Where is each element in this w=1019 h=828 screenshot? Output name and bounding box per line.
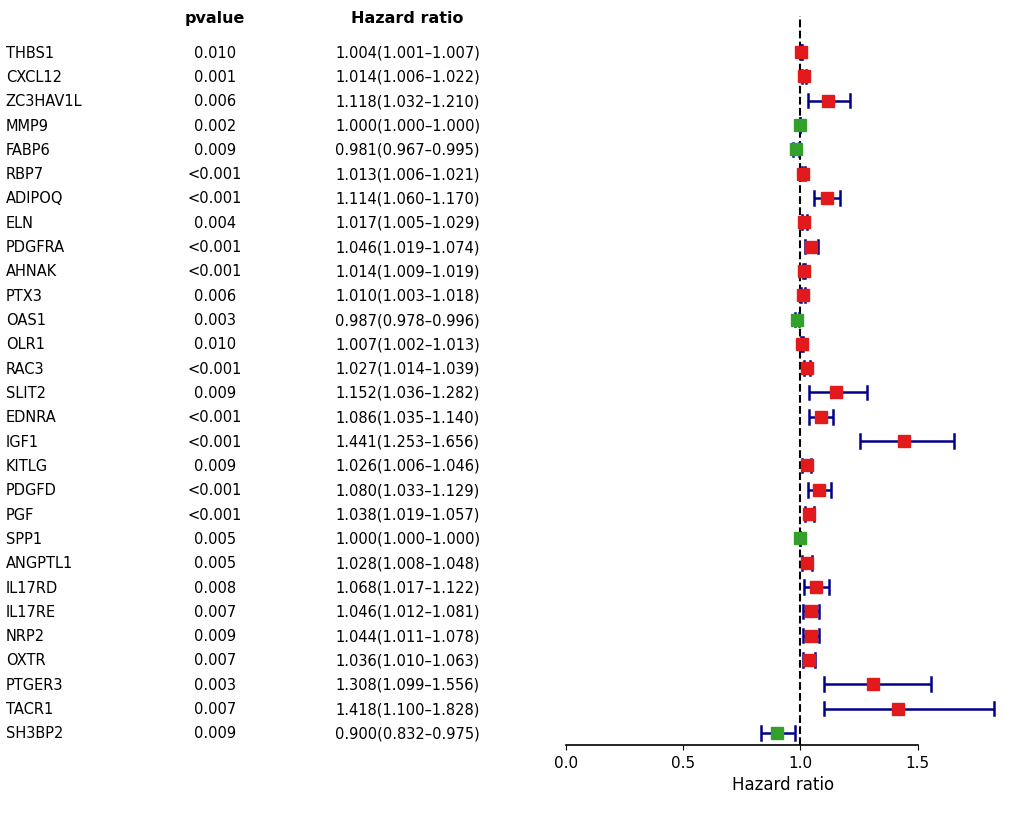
Text: 1.114(1.060–1.170): 1.114(1.060–1.170)	[335, 191, 479, 206]
Text: KITLG: KITLG	[6, 459, 48, 474]
Text: 0.007: 0.007	[194, 604, 236, 619]
Text: <0.001: <0.001	[187, 361, 243, 376]
Text: ADIPOQ: ADIPOQ	[6, 191, 63, 206]
Text: <0.001: <0.001	[187, 434, 243, 449]
Text: 0.009: 0.009	[194, 459, 236, 474]
Text: 0.009: 0.009	[194, 628, 236, 643]
Text: RAC3: RAC3	[6, 361, 44, 376]
Text: SPP1: SPP1	[6, 532, 42, 546]
Text: <0.001: <0.001	[187, 507, 243, 522]
Text: 1.080(1.033–1.129): 1.080(1.033–1.129)	[335, 483, 479, 498]
Text: PDGFRA: PDGFRA	[6, 240, 65, 255]
Text: THBS1: THBS1	[6, 46, 54, 60]
Text: IGF1: IGF1	[6, 434, 39, 449]
Text: ZC3HAV1L: ZC3HAV1L	[6, 94, 83, 109]
Text: 0.008: 0.008	[194, 580, 236, 595]
Text: 1.046(1.012–1.081): 1.046(1.012–1.081)	[335, 604, 479, 619]
Text: 0.010: 0.010	[194, 46, 236, 60]
Text: 1.017(1.005–1.029): 1.017(1.005–1.029)	[335, 215, 480, 230]
Text: IL17RE: IL17RE	[6, 604, 56, 619]
Text: MMP9: MMP9	[6, 118, 49, 133]
Text: <0.001: <0.001	[187, 483, 243, 498]
Text: 1.014(1.006–1.022): 1.014(1.006–1.022)	[335, 70, 480, 84]
Text: 0.981(0.967–0.995): 0.981(0.967–0.995)	[335, 142, 479, 157]
Text: PTX3: PTX3	[6, 288, 43, 303]
Text: OLR1: OLR1	[6, 337, 45, 352]
Text: 1.027(1.014–1.039): 1.027(1.014–1.039)	[335, 361, 479, 376]
Text: 0.002: 0.002	[194, 118, 236, 133]
Text: 0.005: 0.005	[194, 556, 236, 570]
Text: 0.006: 0.006	[194, 288, 236, 303]
Text: PTGER3: PTGER3	[6, 677, 63, 692]
Text: 0.009: 0.009	[194, 725, 236, 740]
Text: 1.007(1.002–1.013): 1.007(1.002–1.013)	[335, 337, 480, 352]
Text: 1.014(1.009–1.019): 1.014(1.009–1.019)	[335, 264, 479, 279]
Text: SLIT2: SLIT2	[6, 386, 46, 401]
Text: PGF: PGF	[6, 507, 34, 522]
Text: <0.001: <0.001	[187, 167, 243, 182]
Text: NRP2: NRP2	[6, 628, 45, 643]
Text: AHNAK: AHNAK	[6, 264, 57, 279]
Text: 1.038(1.019–1.057): 1.038(1.019–1.057)	[335, 507, 479, 522]
Text: SH3BP2: SH3BP2	[6, 725, 63, 740]
Text: <0.001: <0.001	[187, 240, 243, 255]
Text: 0.009: 0.009	[194, 386, 236, 401]
Text: 0.006: 0.006	[194, 94, 236, 109]
Text: 0.009: 0.009	[194, 142, 236, 157]
Text: 0.003: 0.003	[194, 677, 235, 692]
Text: 1.000(1.000–1.000): 1.000(1.000–1.000)	[334, 532, 480, 546]
Text: 0.001: 0.001	[194, 70, 236, 84]
Text: OAS1: OAS1	[6, 313, 46, 328]
Text: 0.007: 0.007	[194, 701, 236, 716]
Text: TACR1: TACR1	[6, 701, 53, 716]
Text: 1.036(1.010–1.063): 1.036(1.010–1.063)	[335, 652, 479, 667]
Text: 1.026(1.006–1.046): 1.026(1.006–1.046)	[335, 459, 479, 474]
Text: EDNRA: EDNRA	[6, 410, 56, 425]
Text: 1.118(1.032–1.210): 1.118(1.032–1.210)	[335, 94, 479, 109]
Text: 0.900(0.832–0.975): 0.900(0.832–0.975)	[335, 725, 480, 740]
Text: CXCL12: CXCL12	[6, 70, 61, 84]
Text: IL17RD: IL17RD	[6, 580, 58, 595]
Text: 0.003: 0.003	[194, 313, 235, 328]
Text: <0.001: <0.001	[187, 410, 243, 425]
Text: 1.044(1.011–1.078): 1.044(1.011–1.078)	[335, 628, 479, 643]
Text: pvalue: pvalue	[184, 12, 245, 26]
Text: 1.028(1.008–1.048): 1.028(1.008–1.048)	[335, 556, 479, 570]
Text: 0.005: 0.005	[194, 532, 236, 546]
Text: 0.004: 0.004	[194, 215, 236, 230]
Text: 0.007: 0.007	[194, 652, 236, 667]
Text: 1.046(1.019–1.074): 1.046(1.019–1.074)	[335, 240, 479, 255]
Text: PDGFD: PDGFD	[6, 483, 56, 498]
Text: 1.000(1.000–1.000): 1.000(1.000–1.000)	[334, 118, 480, 133]
Text: 1.152(1.036–1.282): 1.152(1.036–1.282)	[335, 386, 479, 401]
Text: 1.086(1.035–1.140): 1.086(1.035–1.140)	[335, 410, 479, 425]
Text: <0.001: <0.001	[187, 191, 243, 206]
Text: 0.010: 0.010	[194, 337, 236, 352]
Text: 1.308(1.099–1.556): 1.308(1.099–1.556)	[335, 677, 479, 692]
Text: 1.013(1.006–1.021): 1.013(1.006–1.021)	[335, 167, 479, 182]
Text: 1.010(1.003–1.018): 1.010(1.003–1.018)	[335, 288, 479, 303]
Text: 1.068(1.017–1.122): 1.068(1.017–1.122)	[335, 580, 479, 595]
Text: ANGPTL1: ANGPTL1	[6, 556, 72, 570]
Text: FABP6: FABP6	[6, 142, 50, 157]
Text: 1.004(1.001–1.007): 1.004(1.001–1.007)	[335, 46, 480, 60]
Text: OXTR: OXTR	[6, 652, 45, 667]
Text: Hazard ratio: Hazard ratio	[351, 12, 464, 26]
Text: 1.418(1.100–1.828): 1.418(1.100–1.828)	[335, 701, 479, 716]
Text: 0.987(0.978–0.996): 0.987(0.978–0.996)	[335, 313, 479, 328]
X-axis label: Hazard ratio: Hazard ratio	[731, 776, 834, 793]
Text: RBP7: RBP7	[6, 167, 44, 182]
Text: ELN: ELN	[6, 215, 34, 230]
Text: <0.001: <0.001	[187, 264, 243, 279]
Text: 1.441(1.253–1.656): 1.441(1.253–1.656)	[335, 434, 479, 449]
